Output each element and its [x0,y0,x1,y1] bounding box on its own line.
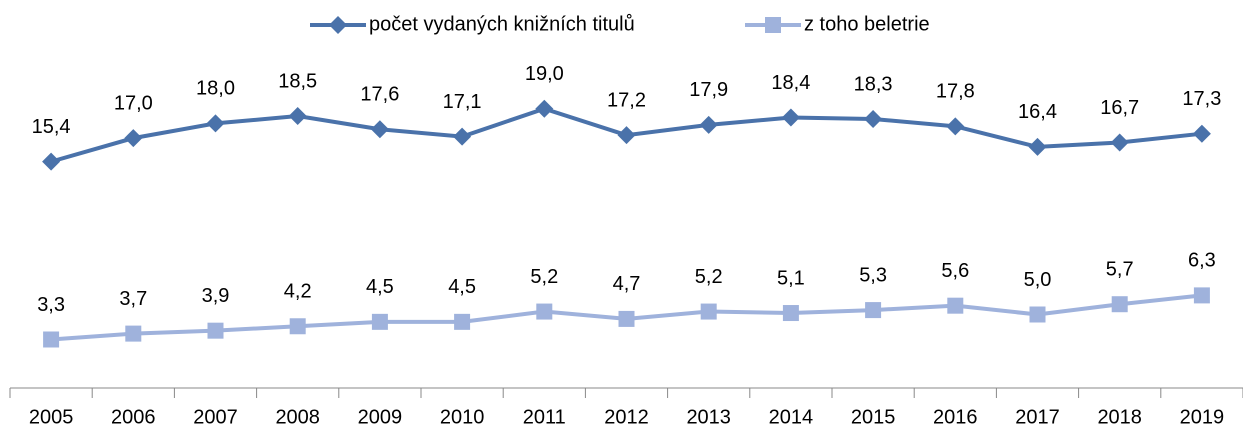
data-label: 5,3 [859,264,887,286]
marker [865,302,882,319]
data-label: 5,7 [1106,258,1134,280]
marker [124,129,143,148]
marker [1111,296,1128,313]
marker [454,313,471,330]
marker [699,115,718,134]
data-label: 17,2 [607,89,646,111]
data-label: 15,4 [32,116,71,138]
marker [782,305,799,322]
data-label: 17,3 [1182,88,1221,110]
marker [700,303,717,320]
data-label: 4,2 [284,281,312,303]
data-label: 4,5 [448,276,476,298]
data-label: 4,5 [366,276,394,298]
marker [288,107,307,126]
marker [289,318,306,335]
data-label: 16,4 [1018,101,1057,123]
data-label: 17,1 [443,91,482,113]
x-tick-label: 2010 [440,406,485,428]
data-label: 6,3 [1188,250,1216,272]
marker [864,109,883,128]
marker [329,16,347,34]
marker [207,322,224,339]
data-label: 5,2 [695,266,723,288]
data-label: 3,9 [202,285,230,307]
legend-label: počet vydaných knižních titulů [369,13,635,35]
data-label: 16,7 [1100,97,1139,119]
data-label: 18,5 [278,70,317,92]
x-tick-label: 2011 [523,406,566,428]
data-label: 18,3 [854,73,893,95]
data-label: 17,0 [114,92,153,114]
marker [371,313,388,330]
data-label: 18,0 [196,78,235,100]
data-label: 19,0 [525,63,564,85]
x-tick-label: 2009 [358,406,403,428]
x-tick-label: 2015 [851,406,896,428]
data-label: 17,9 [689,79,728,101]
data-label: 3,7 [119,288,147,310]
data-label: 5,2 [530,266,558,288]
marker [206,114,225,133]
marker [765,17,781,33]
data-label: 17,6 [360,84,399,106]
marker [618,310,635,327]
x-tick-label: 2008 [275,406,320,428]
marker [125,325,142,342]
marker [781,108,800,127]
marker [617,126,636,145]
x-tick-label: 2005 [29,406,74,428]
marker [1192,124,1211,143]
x-tick-label: 2007 [193,406,238,428]
marker [1193,287,1210,304]
x-tick-label: 2014 [769,406,814,428]
x-tick-label: 2013 [686,406,731,428]
marker [370,120,389,139]
marker [535,99,554,118]
x-tick-label: 2018 [1097,406,1142,428]
marker [43,331,60,348]
marker [536,303,553,320]
data-label: 5,0 [1024,269,1052,291]
marker [946,117,965,136]
data-label: 5,1 [777,267,805,289]
legend-label: z toho beletrie [804,13,930,35]
marker [1028,137,1047,156]
data-label: 3,3 [37,294,65,316]
marker [453,127,472,146]
marker [1110,133,1129,152]
data-label: 18,4 [771,72,810,94]
marker [947,297,964,314]
data-label: 17,8 [936,81,975,103]
x-tick-label: 2006 [111,406,156,428]
x-tick-label: 2016 [933,406,978,428]
marker [1029,306,1046,323]
data-label: 5,6 [941,260,969,282]
data-label: 4,7 [613,273,641,295]
x-tick-label: 2019 [1180,406,1225,428]
x-tick-label: 2012 [604,406,649,428]
marker [42,152,61,171]
x-tick-label: 2017 [1015,406,1060,428]
